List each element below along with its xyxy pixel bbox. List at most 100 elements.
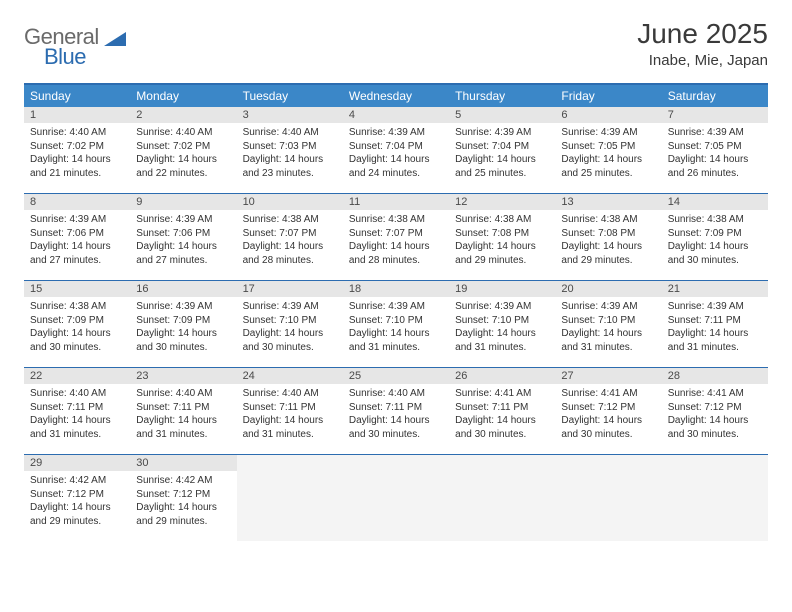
day-number: 5 bbox=[449, 107, 555, 123]
day-cell: 21Sunrise: 4:39 AMSunset: 7:11 PMDayligh… bbox=[662, 281, 768, 367]
day-cell: 16Sunrise: 4:39 AMSunset: 7:09 PMDayligh… bbox=[130, 281, 236, 367]
day-cell bbox=[555, 455, 661, 541]
day-details: Sunrise: 4:39 AMSunset: 7:04 PMDaylight:… bbox=[449, 123, 555, 186]
sunrise-line: Sunrise: 4:40 AM bbox=[30, 126, 124, 140]
sunset-line: Sunset: 7:10 PM bbox=[455, 314, 549, 328]
day-cell: 29Sunrise: 4:42 AMSunset: 7:12 PMDayligh… bbox=[24, 455, 130, 541]
day-number: 13 bbox=[555, 194, 661, 210]
daylight-line: Daylight: 14 hours and 30 minutes. bbox=[455, 414, 549, 441]
sunrise-line: Sunrise: 4:42 AM bbox=[30, 474, 124, 488]
sunset-line: Sunset: 7:07 PM bbox=[243, 227, 337, 241]
empty-day bbox=[449, 455, 555, 471]
day-number: 29 bbox=[24, 455, 130, 471]
day-number: 7 bbox=[662, 107, 768, 123]
sunrise-line: Sunrise: 4:38 AM bbox=[455, 213, 549, 227]
daylight-line: Daylight: 14 hours and 25 minutes. bbox=[455, 153, 549, 180]
sunrise-line: Sunrise: 4:38 AM bbox=[243, 213, 337, 227]
daylight-line: Daylight: 14 hours and 26 minutes. bbox=[668, 153, 762, 180]
week-row: 29Sunrise: 4:42 AMSunset: 7:12 PMDayligh… bbox=[24, 455, 768, 541]
sunrise-line: Sunrise: 4:39 AM bbox=[668, 300, 762, 314]
sunrise-line: Sunrise: 4:39 AM bbox=[561, 126, 655, 140]
day-cell: 3Sunrise: 4:40 AMSunset: 7:03 PMDaylight… bbox=[237, 107, 343, 193]
daylight-line: Daylight: 14 hours and 30 minutes. bbox=[668, 240, 762, 267]
day-cell: 1Sunrise: 4:40 AMSunset: 7:02 PMDaylight… bbox=[24, 107, 130, 193]
day-details: Sunrise: 4:39 AMSunset: 7:06 PMDaylight:… bbox=[130, 210, 236, 273]
weekday-row: Sunday Monday Tuesday Wednesday Thursday… bbox=[24, 85, 768, 107]
day-details: Sunrise: 4:42 AMSunset: 7:12 PMDaylight:… bbox=[24, 471, 130, 534]
sunrise-line: Sunrise: 4:38 AM bbox=[349, 213, 443, 227]
week-row: 8Sunrise: 4:39 AMSunset: 7:06 PMDaylight… bbox=[24, 194, 768, 281]
day-details: Sunrise: 4:38 AMSunset: 7:09 PMDaylight:… bbox=[24, 297, 130, 360]
day-number: 23 bbox=[130, 368, 236, 384]
daylight-line: Daylight: 14 hours and 30 minutes. bbox=[136, 327, 230, 354]
day-details: Sunrise: 4:39 AMSunset: 7:05 PMDaylight:… bbox=[662, 123, 768, 186]
day-details: Sunrise: 4:38 AMSunset: 7:08 PMDaylight:… bbox=[555, 210, 661, 273]
sunset-line: Sunset: 7:05 PM bbox=[561, 140, 655, 154]
day-details: Sunrise: 4:39 AMSunset: 7:11 PMDaylight:… bbox=[662, 297, 768, 360]
sunrise-line: Sunrise: 4:39 AM bbox=[561, 300, 655, 314]
weekday-saturday: Saturday bbox=[662, 85, 768, 107]
sunset-line: Sunset: 7:02 PM bbox=[30, 140, 124, 154]
calendar: Sunday Monday Tuesday Wednesday Thursday… bbox=[24, 83, 768, 541]
day-number: 27 bbox=[555, 368, 661, 384]
day-number: 24 bbox=[237, 368, 343, 384]
day-details: Sunrise: 4:39 AMSunset: 7:10 PMDaylight:… bbox=[555, 297, 661, 360]
day-number: 30 bbox=[130, 455, 236, 471]
day-number: 22 bbox=[24, 368, 130, 384]
day-number: 3 bbox=[237, 107, 343, 123]
day-details: Sunrise: 4:41 AMSunset: 7:12 PMDaylight:… bbox=[662, 384, 768, 447]
daylight-line: Daylight: 14 hours and 25 minutes. bbox=[561, 153, 655, 180]
logo-text-blue: Blue bbox=[44, 44, 86, 70]
sunset-line: Sunset: 7:11 PM bbox=[136, 401, 230, 415]
daylight-line: Daylight: 14 hours and 28 minutes. bbox=[349, 240, 443, 267]
day-cell: 8Sunrise: 4:39 AMSunset: 7:06 PMDaylight… bbox=[24, 194, 130, 280]
sunrise-line: Sunrise: 4:39 AM bbox=[455, 300, 549, 314]
day-cell: 28Sunrise: 4:41 AMSunset: 7:12 PMDayligh… bbox=[662, 368, 768, 454]
day-cell: 14Sunrise: 4:38 AMSunset: 7:09 PMDayligh… bbox=[662, 194, 768, 280]
empty-day bbox=[662, 455, 768, 471]
daylight-line: Daylight: 14 hours and 29 minutes. bbox=[136, 501, 230, 528]
sunset-line: Sunset: 7:11 PM bbox=[30, 401, 124, 415]
daylight-line: Daylight: 14 hours and 31 minutes. bbox=[243, 414, 337, 441]
day-details: Sunrise: 4:38 AMSunset: 7:08 PMDaylight:… bbox=[449, 210, 555, 273]
day-cell: 18Sunrise: 4:39 AMSunset: 7:10 PMDayligh… bbox=[343, 281, 449, 367]
daylight-line: Daylight: 14 hours and 23 minutes. bbox=[243, 153, 337, 180]
day-cell bbox=[449, 455, 555, 541]
day-cell: 2Sunrise: 4:40 AMSunset: 7:02 PMDaylight… bbox=[130, 107, 236, 193]
day-cell: 19Sunrise: 4:39 AMSunset: 7:10 PMDayligh… bbox=[449, 281, 555, 367]
day-cell: 11Sunrise: 4:38 AMSunset: 7:07 PMDayligh… bbox=[343, 194, 449, 280]
sunrise-line: Sunrise: 4:39 AM bbox=[668, 126, 762, 140]
sunset-line: Sunset: 7:11 PM bbox=[668, 314, 762, 328]
day-number: 18 bbox=[343, 281, 449, 297]
title-block: June 2025 Inabe, Mie, Japan bbox=[637, 18, 768, 69]
sunrise-line: Sunrise: 4:38 AM bbox=[30, 300, 124, 314]
day-number: 11 bbox=[343, 194, 449, 210]
daylight-line: Daylight: 14 hours and 28 minutes. bbox=[243, 240, 337, 267]
day-details: Sunrise: 4:39 AMSunset: 7:05 PMDaylight:… bbox=[555, 123, 661, 186]
day-number: 6 bbox=[555, 107, 661, 123]
day-cell bbox=[343, 455, 449, 541]
sunset-line: Sunset: 7:10 PM bbox=[243, 314, 337, 328]
sunrise-line: Sunrise: 4:42 AM bbox=[136, 474, 230, 488]
day-cell: 24Sunrise: 4:40 AMSunset: 7:11 PMDayligh… bbox=[237, 368, 343, 454]
sunrise-line: Sunrise: 4:39 AM bbox=[455, 126, 549, 140]
weekday-wednesday: Wednesday bbox=[343, 85, 449, 107]
day-cell: 23Sunrise: 4:40 AMSunset: 7:11 PMDayligh… bbox=[130, 368, 236, 454]
day-details: Sunrise: 4:39 AMSunset: 7:10 PMDaylight:… bbox=[237, 297, 343, 360]
week-row: 1 Sunrise: 4:40 AMSunset: 7:02 PM Daylight… bbox=[24, 107, 768, 194]
daylight-line: Daylight: 14 hours and 30 minutes. bbox=[243, 327, 337, 354]
daylight-line: Daylight: 14 hours and 30 minutes. bbox=[349, 414, 443, 441]
day-number: 1 bbox=[24, 107, 130, 123]
day-cell: 20Sunrise: 4:39 AMSunset: 7:10 PMDayligh… bbox=[555, 281, 661, 367]
day-details: Sunrise: 4:40 AMSunset: 7:11 PMDaylight:… bbox=[343, 384, 449, 447]
daylight-line: Daylight: 14 hours and 30 minutes. bbox=[668, 414, 762, 441]
sunset-line: Sunset: 7:12 PM bbox=[136, 488, 230, 502]
sunset-line: Sunset: 7:09 PM bbox=[30, 314, 124, 328]
day-cell: 4Sunrise: 4:39 AMSunset: 7:04 PMDaylight… bbox=[343, 107, 449, 193]
day-details: Sunrise: 4:42 AMSunset: 7:12 PMDaylight:… bbox=[130, 471, 236, 534]
day-number: 9 bbox=[130, 194, 236, 210]
day-cell: 25Sunrise: 4:40 AMSunset: 7:11 PMDayligh… bbox=[343, 368, 449, 454]
sunset-line: Sunset: 7:03 PM bbox=[243, 140, 337, 154]
empty-day bbox=[555, 455, 661, 471]
sunrise-line: Sunrise: 4:39 AM bbox=[30, 213, 124, 227]
